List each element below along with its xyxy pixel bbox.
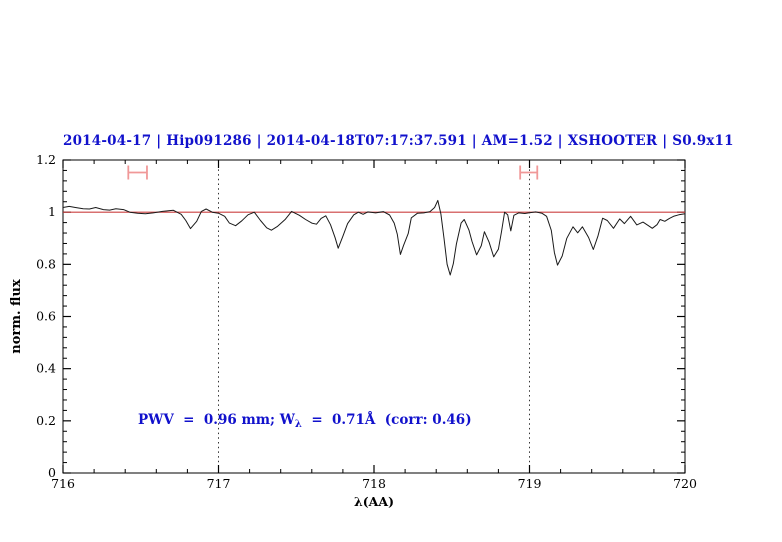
x-tick-label: 717 [207,476,231,491]
pwv-annotation: PWV = 0.96 mm; Wλ = 0.71Å (corr: 0.46) [138,412,472,430]
pwv-annotation-suffix: = 0.71Å (corr: 0.46) [301,412,472,428]
pwv-annotation-subscript: λ [294,419,302,430]
plot-title: 2014-04-17 | Hip091286 | 2014-04-18T07:1… [63,133,734,149]
y-tick-label: 0 [48,465,56,480]
x-tick-label: 718 [362,476,386,491]
x-tick-label: 719 [518,476,542,491]
x-axis-ticks: 716 717 718 719 720 [51,160,697,491]
y-tick-label: 0.6 [36,309,56,324]
error-bars [127,165,539,180]
y-tick-label: 0.8 [36,256,56,271]
y-tick-label: 1.2 [36,152,56,167]
error-bar [127,165,148,180]
y-tick-label: 0.2 [36,413,56,428]
x-tick-label: 720 [673,476,697,491]
x-axis-title: λ(AA) [354,494,394,509]
error-bar [519,165,539,180]
pwv-annotation-prefix: PWV = 0.96 mm; W [138,412,295,428]
x-tick-label: 716 [51,476,75,491]
y-tick-label: 1 [48,204,56,219]
y-axis-title: norm. flux [9,279,24,354]
spectrum-line [62,199,686,276]
y-axis-ticks: 0 0.2 0.4 0.6 0.8 1 1.2 [36,152,685,480]
y-tick-label: 0.4 [36,361,56,376]
